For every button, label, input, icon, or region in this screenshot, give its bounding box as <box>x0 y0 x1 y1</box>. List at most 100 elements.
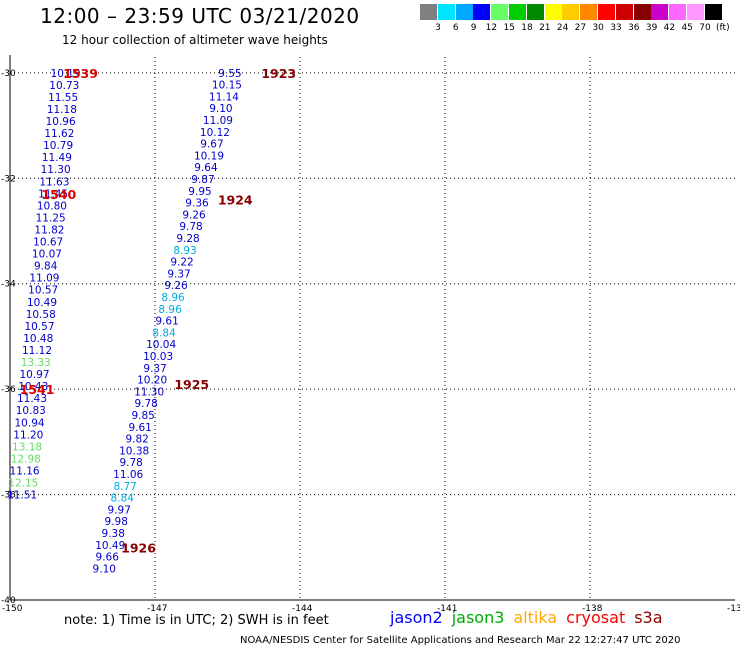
wave-height-label: 11.51 <box>7 490 37 502</box>
scale-label: 30 <box>592 23 604 33</box>
wave-height-label: 11.25 <box>36 212 66 224</box>
wave-height-label: 10.97 <box>19 369 49 381</box>
scale-swatch <box>615 4 633 20</box>
wave-height-label: 9.82 <box>125 434 148 446</box>
wave-height-label: 10.03 <box>143 351 173 363</box>
wave-height-label: 13.33 <box>21 357 51 369</box>
scale-label: 6 <box>452 23 459 33</box>
scale-swatch <box>651 4 669 20</box>
wave-height-label: 9.85 <box>131 410 154 422</box>
wave-height-label: 10.57 <box>28 285 58 297</box>
wave-height-label: 9.78 <box>134 398 157 410</box>
scale-swatch <box>687 4 704 20</box>
wave-height-label: 9.26 <box>182 209 206 221</box>
satellite-altika: altika <box>513 608 558 627</box>
scale-label: 27 <box>574 23 587 33</box>
y-tick-label: -38 <box>1 491 16 501</box>
wave-height-label: 10.48 <box>23 333 53 345</box>
satellite-s3a: s3a <box>634 608 663 627</box>
wave-height-label: 9.78 <box>119 457 142 469</box>
scale-swatch <box>526 4 544 20</box>
scale-swatch <box>544 4 562 20</box>
wave-height-label: 9.67 <box>200 139 223 151</box>
wave-height-label: 11.82 <box>34 224 64 236</box>
wave-height-label: 9.61 <box>155 316 178 328</box>
wave-height-label: 11.18 <box>47 104 77 116</box>
wave-height-label: 11.30 <box>41 164 71 176</box>
pass-time-label: 1541 <box>20 382 55 397</box>
x-tick-label: -135 <box>727 604 740 614</box>
wave-height-label: 10.15 <box>212 80 242 92</box>
wave-height-label: 9.26 <box>164 280 188 292</box>
wave-height-label: 11.20 <box>13 429 43 441</box>
wave-height-label: 10.79 <box>43 140 73 152</box>
scale-swatch <box>491 4 509 20</box>
wave-height-label: 9.64 <box>194 162 218 174</box>
pass-time-label: 1539 <box>63 66 98 81</box>
wave-height-label: 8.96 <box>158 304 182 316</box>
scale-label: 12 <box>485 23 498 33</box>
pass-time-label: 1540 <box>41 187 76 202</box>
pass-time-label: 1924 <box>218 192 253 207</box>
wave-height-label: 9.10 <box>209 103 232 115</box>
credit-line: NOAA/NESDIS Center for Satellite Applica… <box>240 635 681 646</box>
wave-height-label: 9.10 <box>93 563 116 575</box>
wave-height-label: 11.62 <box>44 128 74 140</box>
x-tick-label: -147 <box>147 604 167 614</box>
wave-height-label: 9.36 <box>185 198 209 210</box>
wave-height-label: 11.09 <box>203 115 233 127</box>
scale-swatch <box>633 4 651 20</box>
wave-height-label: 9.28 <box>176 233 199 245</box>
wave-height-label: 9.38 <box>102 528 125 540</box>
satellite-jason2: jason2 <box>390 608 443 627</box>
wave-height-label: 11.30 <box>134 386 164 398</box>
wave-height-label: 11.09 <box>29 273 59 285</box>
scale-swatch <box>580 4 598 20</box>
footnote: note: 1) Time is in UTC; 2) SWH is in fe… <box>64 613 329 628</box>
y-tick-label: -36 <box>1 385 16 395</box>
wave-height-label: 10.07 <box>32 249 62 261</box>
wave-height-label: 9.98 <box>105 516 128 528</box>
scale-label: 24 <box>556 23 569 33</box>
pass-time-label: 1926 <box>121 540 156 555</box>
scale-label: 42 <box>663 23 676 33</box>
scale-label: (ft) <box>716 23 730 33</box>
wave-height-label: 8.84 <box>152 327 176 339</box>
pass-time-label: 1923 <box>261 66 296 81</box>
map-subtitle: 12 hour collection of altimeter wave hei… <box>62 33 328 47</box>
wave-height-label: 9.37 <box>143 363 166 375</box>
x-tick-label: -141 <box>437 604 457 614</box>
wave-height-label: 10.94 <box>15 417 45 429</box>
y-tick-label: -34 <box>1 280 16 290</box>
wave-height-label: 10.83 <box>16 405 46 417</box>
scale-label: 15 <box>503 23 515 33</box>
x-tick-label: -150 <box>2 604 23 614</box>
scale-swatch <box>455 4 473 20</box>
wave-height-label: 9.55 <box>218 68 241 80</box>
wave-height-label: 10.19 <box>194 150 224 162</box>
wave-height-label: 9.87 <box>191 174 214 186</box>
wave-height-label: 9.78 <box>179 221 202 233</box>
scale-label: 39 <box>645 23 658 33</box>
wave-height-label: 9.97 <box>108 504 131 516</box>
wave-height-label: 9.84 <box>34 261 58 273</box>
scale-swatch <box>669 4 687 20</box>
scale-label: 9 <box>470 23 477 33</box>
scale-swatch <box>598 4 615 20</box>
scale-label: 21 <box>539 23 551 33</box>
wave-height-label: 10.73 <box>49 80 79 92</box>
wave-height-label: 11.45 <box>38 188 68 200</box>
wave-height-label: 10.49 <box>95 540 125 552</box>
wave-height-label: 10.43 <box>18 381 48 393</box>
wave-height-label: 13.18 <box>12 441 42 453</box>
y-tick-label: -30 <box>1 69 16 79</box>
x-tick-label: -144 <box>292 604 313 614</box>
wave-height-label: 10.49 <box>27 297 57 309</box>
scale-swatch <box>473 4 491 20</box>
wave-height-label: 8.77 <box>113 481 136 493</box>
y-tick-label: -40 <box>1 596 16 606</box>
wave-height-label: 8.93 <box>173 245 196 257</box>
scale-label: 3 <box>435 23 441 33</box>
wave-height-label: 8.84 <box>111 493 135 505</box>
